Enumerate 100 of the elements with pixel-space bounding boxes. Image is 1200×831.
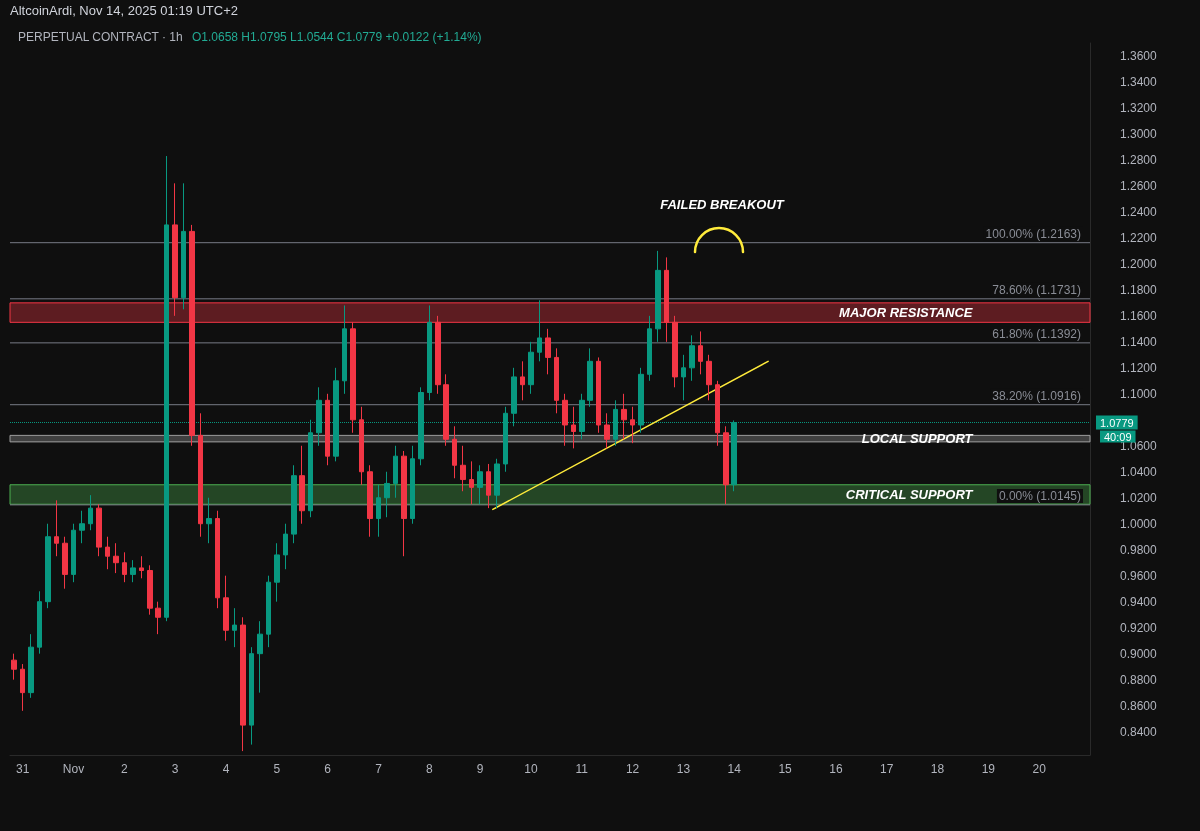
text: AltcoinArdi, Nov 14, 2025 01:19 UTC+2: [10, 2, 238, 18]
candlestick: [545, 328, 551, 375]
candlestick: [520, 360, 525, 401]
candlestick: [223, 575, 229, 642]
candlestick: [147, 564, 153, 616]
candlestick: [571, 406, 576, 449]
candlestick: [45, 523, 51, 609]
candlestick: [105, 536, 110, 570]
candlestick: [299, 445, 305, 525]
y-tick-label: 1.1400: [1120, 334, 1158, 349]
candlestick: [604, 412, 610, 449]
candlestick: [393, 445, 398, 499]
candlestick: [672, 315, 678, 388]
y-tick-label: 0.8600: [1120, 698, 1158, 713]
x-tick-label: 7: [375, 762, 383, 776]
candlestick: [723, 425, 729, 505]
candlestick: [427, 304, 432, 401]
candlestick: [62, 536, 68, 590]
y-tick-label: 1.2600: [1120, 178, 1158, 193]
candlestick: [240, 616, 246, 752]
ref-line-label: 0.00% (1.0145): [998, 488, 1081, 503]
candlestick: [630, 406, 635, 444]
candlestick: [189, 224, 195, 447]
y-tick-label: 0.9000: [1120, 646, 1158, 661]
y-tick-label: 1.2000: [1120, 256, 1158, 271]
candlestick: [79, 510, 85, 544]
candlestick: [206, 497, 212, 544]
candlestick: [266, 575, 271, 648]
candlestick: [283, 523, 288, 570]
candlestick: [528, 341, 534, 395]
x-tick-label: 16: [829, 762, 843, 776]
candlestick: [71, 523, 76, 583]
candlestick: [706, 354, 712, 401]
ref-line-label: 1.0779: [1100, 416, 1134, 429]
candlestick: [96, 503, 102, 557]
x-tick-label: 17: [880, 762, 894, 776]
candlestick: [494, 458, 500, 509]
y-tick-label: 1.3000: [1120, 126, 1158, 141]
x-tick-label: 19: [981, 762, 996, 776]
candlestick: [232, 607, 237, 648]
candlestick: [689, 334, 695, 382]
candlestick: [621, 393, 627, 440]
candlestick: [172, 182, 178, 317]
candlestick: [342, 304, 347, 395]
candlestick: [469, 460, 474, 505]
y-tick-label: 1.3200: [1120, 100, 1158, 115]
band-label: CRITICAL SUPPORT: [845, 487, 974, 502]
y-tick-label: 1.3600: [1120, 48, 1158, 63]
candlestick: [215, 510, 220, 609]
x-tick-label: 11: [575, 762, 589, 776]
candlestick: [325, 393, 330, 466]
y-tick-label: 1.0000: [1120, 516, 1158, 531]
candlestick: [384, 471, 390, 518]
x-tick-label: 8: [425, 762, 433, 776]
x-tick-label: 2: [121, 762, 129, 776]
ref-line-label: 100.00% (1.2163): [985, 226, 1081, 241]
y-tick-label: 1.0200: [1120, 490, 1158, 505]
x-tick-label: 31: [16, 762, 30, 776]
candlestick: [647, 315, 652, 382]
y-tick-label: 1.2400: [1120, 204, 1158, 219]
y-tick-label: 0.9800: [1120, 542, 1158, 557]
annotation: O1.0658 H1.0795 L1.0544 C1.0779 +0.0122 (+1.14%): [192, 30, 482, 44]
candlestick: [367, 464, 373, 538]
x-tick-label: 18: [930, 762, 945, 776]
y-tick-label: 0.8800: [1120, 672, 1158, 687]
y-tick-label: 1.1600: [1120, 308, 1158, 323]
x-tick-label: 14: [727, 762, 742, 776]
candlestick: [376, 484, 381, 538]
candlestick: [401, 450, 407, 557]
x-tick-label: 15: [778, 762, 793, 776]
y-tick-label: 1.2800: [1120, 152, 1158, 167]
candlestick: [460, 445, 466, 492]
x-tick-label: 6: [324, 762, 332, 776]
band-label: MAJOR RESISTANCE: [839, 305, 973, 321]
candlestick: [28, 633, 34, 699]
ref-line-label: 78.60% (1.1731): [992, 282, 1081, 297]
candlestick: [155, 601, 161, 635]
y-tick-label: 0.9200: [1120, 620, 1158, 635]
candlestick: [486, 463, 491, 509]
candlestick: [257, 620, 263, 694]
y-tick-label: 0.9600: [1120, 568, 1158, 583]
candlestick: [88, 494, 93, 531]
ref-line-label: 38.20% (1.0916): [992, 388, 1081, 403]
candlestick: [249, 646, 254, 746]
y-tick-label: 1.1000: [1120, 386, 1158, 401]
candlestick: [554, 347, 559, 414]
y-tick-label: 0.8400: [1120, 724, 1158, 739]
candlestick: [139, 555, 144, 579]
candlestick: [11, 653, 17, 681]
x-tick-label: 5: [273, 762, 281, 776]
candlestick: [37, 590, 42, 655]
candlestick: [537, 299, 542, 362]
candlestick: [410, 445, 415, 525]
candlestick: [130, 559, 136, 583]
candlestick: [198, 412, 203, 538]
x-tick-label: 3: [171, 762, 179, 776]
band-label: LOCAL SUPPORT: [861, 431, 974, 447]
x-tick-label: 20: [1032, 762, 1047, 776]
y-tick-label: 1.2200: [1120, 230, 1158, 245]
candlestick: [54, 499, 59, 557]
